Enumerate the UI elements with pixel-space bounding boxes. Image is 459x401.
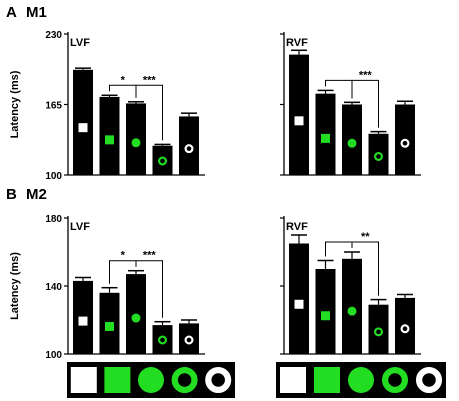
subplot-title: LVF: [70, 37, 90, 49]
white-square-icon: [280, 367, 306, 393]
y-tick-label: 140: [45, 282, 62, 293]
subplot-rvf: RVF **: [280, 216, 421, 355]
y-tick-label: 180: [45, 214, 62, 225]
significance-label: ***: [143, 74, 157, 86]
y-tick-label: 100: [45, 171, 62, 182]
white-square-icon: [78, 316, 88, 326]
white-square-icon: [294, 116, 304, 126]
green-ring-icon: [171, 366, 198, 393]
green-ring-icon: [373, 327, 383, 337]
significance-bracket: *: [109, 74, 137, 98]
subplot-title: RVF: [286, 221, 308, 233]
white-ring-icon: [184, 335, 194, 345]
white-ring-icon: [205, 366, 232, 393]
white-square-icon: [78, 123, 88, 133]
significance-bracket: **: [351, 231, 379, 296]
bar: [289, 54, 309, 175]
y-axis-label: Latency (ms): [9, 252, 21, 320]
green-circle-icon: [348, 367, 374, 393]
y-tick-label: 165: [45, 101, 62, 112]
white-ring-icon: [400, 138, 410, 148]
green-ring-icon: [158, 335, 168, 345]
white-square-icon: [70, 367, 97, 393]
subplot-rvf: RVF ***: [280, 32, 421, 176]
green-ring-icon: [381, 366, 408, 393]
bar: [179, 323, 199, 354]
white-square-icon: [294, 299, 304, 309]
significance-label: *: [121, 74, 126, 86]
bar: [342, 258, 362, 354]
bar: [152, 145, 173, 175]
bar: [368, 133, 389, 175]
y-tick-label: 230: [45, 30, 62, 41]
green-circle-icon: [138, 367, 164, 393]
y-axis-label: Latency (ms): [9, 70, 21, 138]
bracket-line: [351, 79, 379, 128]
green-circle-icon: [131, 138, 141, 148]
panel-letter: A: [6, 4, 17, 21]
subplot-title: RVF: [286, 37, 308, 49]
significance-label: ***: [359, 69, 373, 81]
bracket-line: [325, 241, 353, 257]
green-square-icon: [105, 135, 114, 145]
significance-label: *: [121, 250, 126, 262]
significance-label: ***: [143, 250, 157, 262]
green-square-icon: [105, 321, 114, 331]
white-ring-icon: [184, 144, 194, 154]
panel-letter: B: [6, 186, 17, 203]
white-ring-icon: [400, 324, 410, 334]
significance-bracket: ***: [135, 250, 163, 318]
green-square-icon: [321, 311, 330, 321]
bar: [289, 243, 309, 354]
green-ring-icon: [158, 156, 168, 166]
panel-label: M1: [26, 4, 47, 21]
significance-bracket: ***: [135, 74, 163, 141]
stimulus-legend: [276, 362, 446, 398]
green-circle-icon: [131, 313, 141, 323]
subplot-title: LVF: [70, 221, 90, 233]
panel-label: M2: [26, 186, 47, 203]
significance-bracket: [325, 241, 353, 257]
bracket-line: [135, 260, 163, 318]
y-tick-label: 100: [45, 350, 62, 361]
significance-bracket: ***: [351, 69, 379, 128]
green-square-icon: [314, 367, 340, 393]
green-square-icon: [321, 133, 330, 143]
green-circle-icon: [347, 138, 357, 148]
bar: [152, 325, 173, 354]
significance-label: **: [361, 231, 370, 243]
white-ring-icon: [415, 366, 442, 393]
green-ring-icon: [373, 151, 383, 161]
bar: [73, 69, 93, 175]
stimulus-legend: [67, 362, 235, 398]
bracket-line: [135, 84, 163, 141]
green-circle-icon: [347, 306, 357, 316]
bracket-line: [351, 241, 379, 296]
green-square-icon: [104, 367, 131, 393]
